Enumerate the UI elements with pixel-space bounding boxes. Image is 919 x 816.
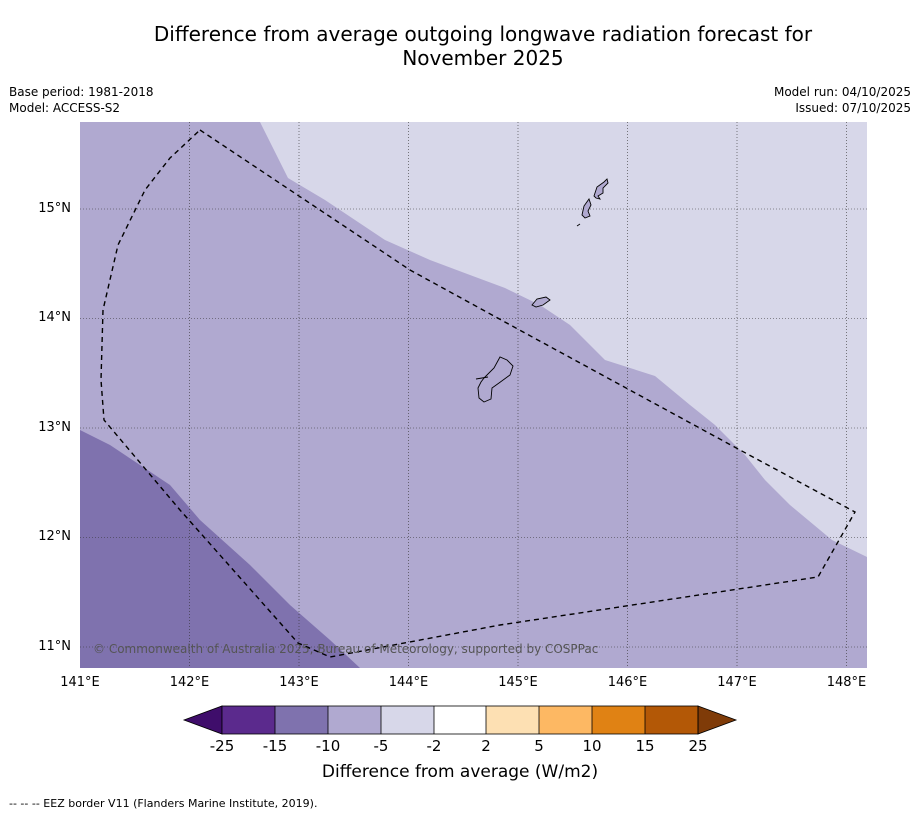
meta-right: Model run: 04/10/2025 Issued: 07/10/2025 [774,84,911,116]
tinian-island [581,198,592,219]
title-line-2: November 2025 [402,46,564,70]
lon-tick: 143°E [279,675,319,690]
colorbar-extend-high [697,705,738,735]
lat-tick: 11°N [38,639,71,654]
lat-tick: 15°N [38,201,71,216]
guam-peninsula [475,376,489,380]
colorbar-tick: -5 [373,737,389,755]
colorbar-tick: 25 [688,737,708,755]
chart-title: Difference from average outgoing longwav… [100,22,866,70]
lat-tick: 13°N [38,420,71,435]
rota-island [531,296,551,308]
lon-tick: 148°E [826,675,867,690]
title-line-1: Difference from average outgoing longwav… [153,22,813,46]
guam-island [477,356,514,403]
eez-footnote: -- -- -- EEZ border V11 (Flanders Marine… [9,797,318,810]
lon-tick: 146°E [607,675,648,690]
colorbar-bin [328,706,381,734]
colorbar-tick: 10 [582,737,602,755]
issued-label: Issued: 07/10/2025 [795,101,911,115]
colorbar-bin [275,706,328,734]
saipan-island [593,178,609,200]
colorbar-extend-low [182,705,223,735]
colorbar [182,705,738,735]
lat-tick: 14°N [38,310,71,325]
anomaly-zone-dark [80,430,360,668]
colorbar-bin [486,706,539,734]
colorbar-tick: -10 [315,737,341,755]
colorbar-tick: -2 [426,737,442,755]
colorbar-bin [645,706,698,734]
colorbar-bin [222,706,275,734]
colorbar-bin [434,706,486,734]
model-label: Model: ACCESS-S2 [9,101,121,115]
map-area: © Commonwealth of Australia 2025, Bureau… [80,122,867,668]
colorbar-bin [381,706,434,734]
lon-tick: 142°E [169,675,210,690]
model-run-label: Model run: 04/10/2025 [773,85,911,99]
colorbar-outline [221,705,699,735]
lat-tick: 12°N [38,529,71,544]
colorbar-tick: -15 [262,737,288,755]
base-period-label: Base period: 1981-2018 [9,85,154,99]
anomaly-zone-light [260,122,867,557]
colorbar-tick: 2 [481,737,491,755]
colorbar-tick: 5 [534,737,544,755]
lon-tick: 141°E [60,675,100,690]
lon-tick: 144°E [388,675,429,690]
lon-tick: 145°E [498,675,538,690]
islands [475,178,609,403]
aguijan-island [576,223,581,227]
colorbar-label: Difference from average (W/m2) [321,762,599,782]
lon-tick: 147°E [717,675,757,690]
copyright-text: © Commonwealth of Australia 2025, Bureau… [93,642,598,656]
colorbar-bin [539,706,592,734]
eez-border [100,129,856,658]
colorbar-tick: -25 [209,737,235,755]
colorbar-tick: 15 [635,737,655,755]
meta-left: Base period: 1981-2018 Model: ACCESS-S2 [9,84,154,116]
graticule [80,122,867,668]
colorbar-bin [592,706,645,734]
